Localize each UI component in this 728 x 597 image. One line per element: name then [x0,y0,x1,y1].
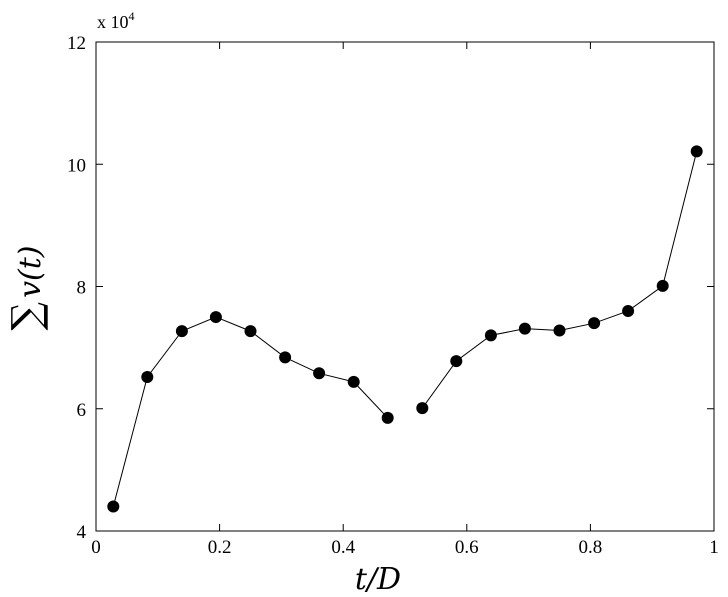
data-point [313,367,326,380]
x-axis-ticks: 0 0.2 0.4 0.6 0.8 1 [91,42,719,558]
x-tick-label: 0.6 [455,537,479,558]
data-point [347,375,360,388]
data-point [141,370,154,383]
data-point [588,317,601,330]
y-axis-label: ∑ v(t) [4,246,50,331]
y-tick-label: 8 [77,278,87,299]
x-axis-label: t/D [355,562,401,597]
svg-text:∑v(t): ∑ v(t) [4,246,50,331]
data-point [656,279,669,292]
data-point [381,411,394,424]
data-point [518,322,531,335]
data-point [175,325,188,338]
series-line-segment [112,316,389,507]
y-axis-label-sum-symbol: ∑ [4,301,50,330]
series-points [107,145,703,513]
x-tick-label: 1 [709,537,719,558]
y-tick-label: 12 [67,33,86,54]
data-point [553,324,566,337]
data-point [484,329,497,342]
y-axis-multiplier: x 104 [97,9,135,32]
y-tick-label: 10 [67,155,86,176]
plot-frame [95,41,715,532]
data-point [279,351,292,364]
plot-area: 0 0.2 0.4 0.6 0.8 1 4 6 8 10 12 [67,33,719,558]
y-axis-multiplier-exponent: 4 [129,9,135,23]
data-point [107,500,120,513]
x-tick-label: 0.2 [208,537,232,558]
x-tick-label: 0.4 [331,537,355,558]
data-point [450,355,463,368]
series-line-segment [421,151,698,409]
series-lines [112,151,698,507]
y-axis-multiplier-base: x 10 [97,12,129,32]
x-tick-label: 0.8 [579,537,603,558]
data-point [209,311,222,324]
data-point [244,325,257,338]
y-axis-ticks: 4 6 8 10 12 [67,33,714,543]
y-tick-label: 4 [77,522,87,543]
y-axis-label-text: v(t) [13,246,48,298]
data-point [416,402,429,415]
x-tick-label: 0 [91,537,101,558]
y-tick-label: 6 [77,400,87,421]
data-point [622,304,635,317]
data-point [690,145,703,158]
